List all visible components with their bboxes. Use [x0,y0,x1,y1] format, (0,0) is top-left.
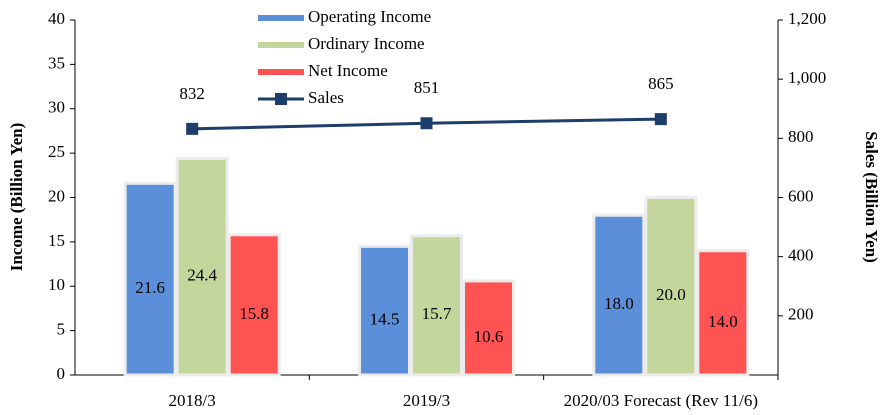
bar [410,234,463,377]
x-tick-label: 2018/3 [169,391,216,410]
bar-value-label: 15.7 [422,304,452,323]
legend-label: Sales [308,88,344,107]
bar-value-label: 14.5 [370,310,400,329]
sales-marker [186,122,199,135]
bar [175,156,229,377]
bar-value-label: 24.4 [187,266,217,285]
sales-marker [654,113,667,126]
y-tick-label: 30 [48,98,65,117]
y-axis-title: Income (Billion Yen) [7,123,26,272]
bar [696,249,750,377]
y2-tick-label: 600 [788,186,814,205]
y2-tick-label: 200 [788,305,814,324]
bar [462,279,515,377]
y-tick-label: 10 [48,275,65,294]
x-tick-label: 2019/3 [403,391,450,410]
y2-tick-label: 800 [788,127,814,146]
y2-tick-label: 400 [788,246,814,265]
x-tick-label: 2020/03 Forecast (Rev 11/6) [564,391,758,410]
sales-value-label: 832 [179,84,205,103]
bar-value-label: 20.0 [656,285,686,304]
bar [592,213,646,377]
y-tick-label: 25 [48,142,65,161]
y-tick-label: 5 [57,320,66,339]
y-tick-label: 20 [48,186,65,205]
y2-tick-label: 1,000 [788,68,826,87]
y-tick-label: 40 [48,9,65,28]
bar-value-label: 15.8 [239,304,269,323]
legend-label: Ordinary Income [308,34,425,53]
bar [123,181,177,377]
bar [644,196,698,377]
bar [227,233,281,377]
y-tick-label: 15 [48,231,65,250]
sales-marker [420,117,433,130]
y2-tick-label: 1,200 [788,9,826,28]
bar-value-label: 21.6 [135,278,165,297]
legend-label: Net Income [308,61,388,80]
y2-axis-title: Sales (Billion Yen) [862,131,881,263]
sales-value-label: 851 [414,78,440,97]
bar [358,244,411,377]
y-tick-label: 35 [48,53,65,72]
bar-value-label: 10.6 [474,327,504,346]
legend-marker [275,93,287,105]
bar-value-label: 14.0 [708,312,738,331]
bar-value-label: 18.0 [604,294,634,313]
legend-label: Operating Income [308,7,431,26]
y-tick-label: 0 [57,364,66,383]
sales-value-label: 865 [648,74,674,93]
